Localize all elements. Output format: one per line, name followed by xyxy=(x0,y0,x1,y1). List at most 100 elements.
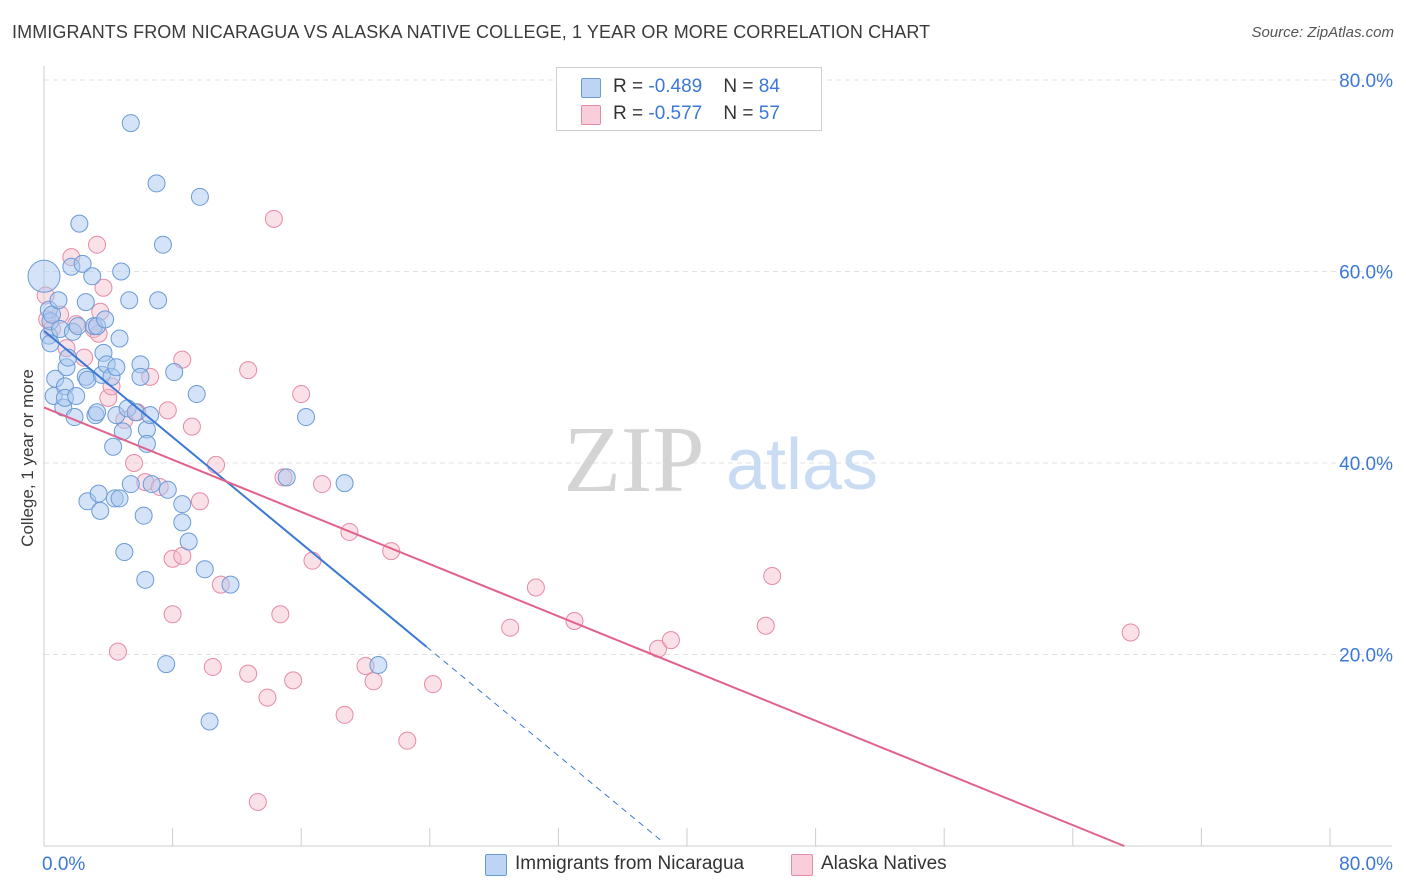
data-point-alaska-natives xyxy=(1121,623,1140,642)
data-point-nicaragua xyxy=(335,474,354,493)
data-point-nicaragua xyxy=(190,187,209,206)
watermark-atlas: atlas xyxy=(726,425,878,505)
data-point-nicaragua xyxy=(110,329,129,348)
data-point-alaska-natives xyxy=(239,361,258,380)
data-point-nicaragua xyxy=(107,358,126,377)
y-tick-label: 40.0% xyxy=(1339,454,1393,475)
data-point-alaska-natives xyxy=(424,675,443,694)
data-point-nicaragua xyxy=(49,291,68,310)
data-point-alaska-natives xyxy=(207,455,226,474)
y-tick-label: 60.0% xyxy=(1339,263,1393,284)
data-point-alaska-natives xyxy=(108,642,127,661)
data-point-alaska-natives xyxy=(248,792,267,811)
data-point-nicaragua xyxy=(96,310,115,329)
data-point-nicaragua xyxy=(142,475,161,494)
data-point-alaska-natives xyxy=(526,578,545,597)
data-point-alaska-natives xyxy=(364,672,383,691)
data-point-nicaragua xyxy=(110,489,129,508)
data-point-alaska-natives xyxy=(335,705,354,724)
data-point-nicaragua xyxy=(173,495,192,514)
data-point-alaska-natives xyxy=(99,388,118,407)
data-point-nicaragua xyxy=(149,291,168,310)
legend-r-label: R = xyxy=(613,103,649,124)
data-point-alaska-natives xyxy=(292,385,311,404)
data-point-nicaragua xyxy=(179,532,198,551)
data-point-nicaragua xyxy=(91,501,110,520)
data-point-nicaragua xyxy=(221,575,240,594)
data-point-nicaragua xyxy=(73,254,92,273)
data-point-nicaragua xyxy=(136,570,155,589)
data-point-alaska-natives xyxy=(182,417,201,436)
data-point-nicaragua xyxy=(76,293,95,312)
trend-lines xyxy=(43,330,1125,847)
bottom-legend-label-alaska: Alaska Natives xyxy=(821,853,947,874)
chart-title: IMMIGRANTS FROM NICARAGUA VS ALASKA NATI… xyxy=(12,22,931,42)
data-point-nicaragua xyxy=(131,367,150,386)
data-point-nicaragua xyxy=(89,484,108,503)
data-point-nicaragua xyxy=(120,291,139,310)
legend-n-value: 84 xyxy=(758,76,780,97)
data-point-alaska-natives xyxy=(661,631,680,650)
legend-text-nicaragua: R = -0.489 N = 84 xyxy=(613,76,780,98)
data-point-alaska-natives xyxy=(190,492,209,511)
watermark-zip: ZIP xyxy=(564,408,705,512)
y-tick-label: 20.0% xyxy=(1339,646,1393,667)
axes xyxy=(43,66,1392,847)
bottom-legend-swatch-blue xyxy=(485,854,507,876)
data-point-alaska-natives xyxy=(284,671,303,690)
legend-swatch-pink xyxy=(581,105,601,125)
data-point-alaska-natives xyxy=(258,688,277,707)
data-point-alaska-natives xyxy=(239,664,258,683)
data-point-nicaragua xyxy=(147,174,166,193)
data-point-nicaragua xyxy=(70,214,89,233)
data-point-alaska-natives xyxy=(398,731,417,750)
tick-labels: 20.0% 40.0% 60.0% 80.0% 0.0% 80.0% xyxy=(42,71,1393,875)
data-point-nicaragua xyxy=(112,262,131,281)
bottom-legend-label-nicaragua: Immigrants from Nicaragua xyxy=(515,853,745,874)
data-point-nicaragua xyxy=(187,385,206,404)
data-point-nicaragua xyxy=(158,480,177,499)
data-point-alaska-natives xyxy=(163,605,182,624)
data-point-nicaragua xyxy=(134,506,153,525)
data-point-nicaragua xyxy=(115,543,134,562)
data-point-nicaragua xyxy=(121,475,140,494)
legend-n-value: 57 xyxy=(758,103,780,124)
data-point-alaska-natives xyxy=(271,605,290,624)
data-point-nicaragua xyxy=(153,235,172,254)
data-point-alaska-natives xyxy=(313,475,332,494)
legend-swatch-blue xyxy=(581,78,601,98)
legend-r-value: -0.489 xyxy=(648,76,703,97)
trend-line-alaska-natives xyxy=(43,406,1125,847)
data-point-alaska-natives xyxy=(125,454,144,472)
trend-line-nicaragua-extension xyxy=(426,646,662,842)
data-point-nicaragua xyxy=(200,712,219,731)
data-point-nicaragua xyxy=(121,114,140,133)
data-point-alaska-natives xyxy=(756,616,775,635)
legend-text-alaska: R = -0.577 N = 57 xyxy=(613,103,780,125)
y-tick-label: 80.0% xyxy=(1339,71,1393,92)
x-tick-label-max: 80.0% xyxy=(1339,854,1393,875)
data-point-nicaragua xyxy=(195,560,214,579)
data-point-nicaragua xyxy=(67,386,86,405)
data-point-alaska-natives xyxy=(303,551,322,570)
data-point-alaska-natives xyxy=(94,278,113,297)
data-point-nicaragua xyxy=(141,406,160,425)
data-point-nicaragua xyxy=(68,317,87,336)
data-point-nicaragua xyxy=(104,437,123,456)
legend-r-label: R = xyxy=(613,76,649,97)
data-point-nicaragua xyxy=(297,408,316,427)
legend-r-value: -0.577 xyxy=(648,103,703,124)
data-point-nicaragua xyxy=(173,513,192,532)
correlation-legend: R = -0.489 N = 84 R = -0.577 N = 57 xyxy=(556,67,822,131)
data-point-nicaragua xyxy=(88,403,107,422)
legend-n-label: N = xyxy=(723,103,759,124)
source-label: Source: ZipAtlas.com xyxy=(1251,24,1394,41)
data-point-alaska-natives xyxy=(158,401,177,420)
data-point-alaska-natives xyxy=(203,657,222,676)
trend-line-nicaragua xyxy=(43,330,428,648)
bottom-legend-swatch-pink xyxy=(791,854,813,876)
data-point-nicaragua xyxy=(27,259,61,293)
data-point-nicaragua xyxy=(277,468,296,487)
watermark: ZIP atlas xyxy=(564,408,879,512)
